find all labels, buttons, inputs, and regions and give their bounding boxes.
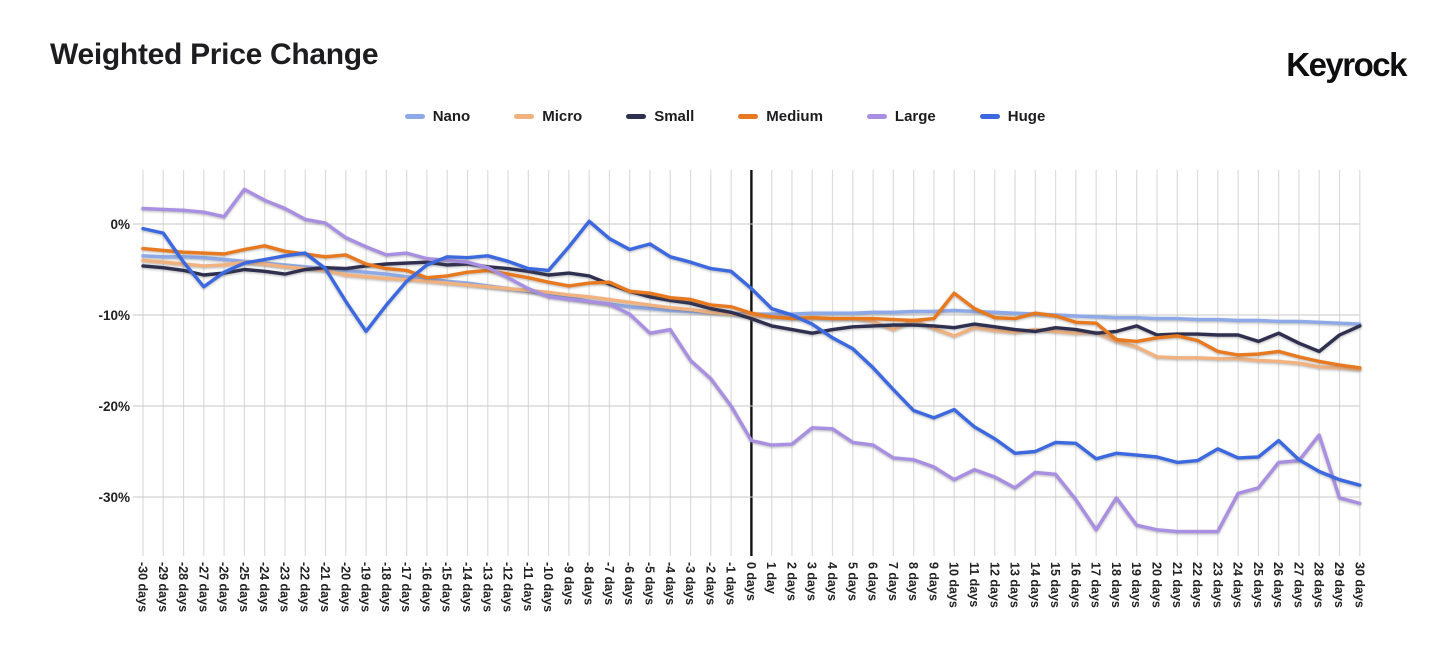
- x-tick-label: 10 days: [947, 562, 961, 608]
- x-tick-label: 12 days: [987, 562, 1001, 608]
- x-tick-label: -28 days: [176, 562, 190, 612]
- x-tick-label: -19 days: [359, 562, 373, 612]
- chart-legend: Nano Micro Small Medium Large Huge: [0, 108, 1450, 125]
- x-tick-label: 19 days: [1129, 562, 1143, 608]
- x-tick-label: -13 days: [480, 562, 494, 612]
- x-tick-label: 25 days: [1251, 562, 1265, 608]
- legend-label-small: Small: [654, 108, 695, 125]
- x-tick-label: -3 days: [683, 562, 697, 605]
- legend-swatch-large: [866, 114, 887, 119]
- x-tick-label: 16 days: [1068, 562, 1082, 608]
- legend-item-micro[interactable]: Micro: [514, 108, 582, 125]
- legend-label-nano: Nano: [432, 108, 471, 125]
- x-tick-label: -30 days: [136, 562, 150, 612]
- y-tick-label: -30%: [98, 490, 130, 505]
- series-line-large: [141, 187, 1362, 534]
- x-tick-label: -21 days: [318, 562, 332, 612]
- y-tick-label: -20%: [98, 399, 130, 414]
- series-line-small: [141, 260, 1362, 354]
- legend-swatch-small: [626, 114, 647, 119]
- x-tick-label: -24 days: [257, 562, 271, 612]
- x-tick-label: 7 days: [886, 562, 900, 601]
- x-tick-label: -1 days: [724, 562, 738, 605]
- legend-label-micro: Micro: [542, 108, 583, 125]
- x-tick-label: 3 days: [805, 562, 819, 601]
- legend-item-small[interactable]: Small: [626, 108, 694, 125]
- x-tick-label: -27 days: [196, 562, 210, 612]
- x-tick-label: -6 days: [622, 562, 636, 605]
- legend-item-large[interactable]: Large: [866, 108, 936, 125]
- x-tick-label: -16 days: [419, 562, 433, 612]
- x-tick-label: -8 days: [582, 562, 596, 605]
- x-tick-label: 11 days: [967, 562, 981, 607]
- legend-label-medium: Medium: [766, 108, 823, 125]
- x-tick-label: 15 days: [1048, 562, 1062, 608]
- x-tick-label: 29 days: [1332, 562, 1346, 608]
- x-tick-label: 20 days: [1150, 562, 1164, 608]
- series-line-medium: [141, 244, 1362, 370]
- x-tick-label: -11 days: [521, 562, 535, 611]
- x-tick-label: 23 days: [1210, 562, 1224, 608]
- x-tick-label: -20 days: [338, 562, 352, 612]
- x-tick-label: -23 days: [277, 562, 291, 612]
- x-tick-label: 0 days: [744, 562, 758, 601]
- y-tick-label: -10%: [98, 308, 130, 323]
- x-tick-label: 18 days: [1109, 562, 1123, 608]
- x-tick-label: -2 days: [703, 562, 717, 605]
- x-tick-label: 4 days: [825, 562, 839, 601]
- x-tick-label: -22 days: [298, 562, 312, 612]
- x-tick-label: 26 days: [1271, 562, 1285, 608]
- series-line-micro: [141, 258, 1362, 372]
- x-tick-label: -9 days: [561, 562, 575, 605]
- x-tick-label: 5 days: [845, 562, 859, 601]
- x-tick-label: -18 days: [379, 562, 393, 612]
- x-tick-label: -12 days: [501, 562, 515, 612]
- keyrock-logo: Keyrock: [1286, 46, 1407, 83]
- legend-swatch-micro: [514, 114, 535, 119]
- x-tick-label: 21 days: [1170, 562, 1184, 608]
- x-tick-label: 6 days: [866, 562, 880, 601]
- x-tick-label: 28 days: [1312, 562, 1326, 608]
- x-tick-label: -15 days: [440, 562, 454, 612]
- legend-swatch-huge: [979, 114, 1000, 119]
- series-line-huge: [141, 219, 1362, 487]
- x-tick-label: 22 days: [1190, 562, 1204, 608]
- x-tick-label: -14 days: [460, 562, 474, 612]
- x-tick-label: 1 day: [764, 562, 778, 594]
- x-tick-label: 8 days: [906, 562, 920, 601]
- legend-item-huge[interactable]: Huge: [979, 108, 1046, 125]
- x-tick-label: -17 days: [399, 562, 413, 612]
- x-tick-label: 17 days: [1089, 562, 1103, 608]
- x-tick-label: 9 days: [926, 562, 940, 601]
- x-tick-label: 13 days: [1008, 562, 1022, 608]
- x-tick-label: -25 days: [237, 562, 251, 612]
- x-tick-label: -29 days: [156, 562, 170, 612]
- x-tick-label: 30 days: [1352, 562, 1366, 608]
- legend-item-medium[interactable]: Medium: [738, 108, 823, 125]
- page-title: Weighted Price Change: [50, 38, 379, 71]
- x-tick-label: -7 days: [602, 562, 616, 605]
- x-tick-label: 2 days: [784, 562, 798, 601]
- legend-swatch-medium: [738, 114, 759, 119]
- legend-label-large: Large: [894, 108, 936, 125]
- y-tick-label: 0%: [110, 217, 130, 232]
- legend-item-nano[interactable]: Nano: [404, 108, 471, 125]
- x-tick-label: 27 days: [1291, 562, 1305, 608]
- x-tick-label: -10 days: [541, 562, 555, 612]
- x-tick-label: 14 days: [1028, 562, 1042, 608]
- x-tick-label: -26 days: [217, 562, 231, 612]
- x-tick-label: -4 days: [663, 562, 677, 605]
- x-tick-label: 24 days: [1231, 562, 1245, 608]
- legend-label-huge: Huge: [1007, 108, 1046, 125]
- x-tick-label: -5 days: [643, 562, 657, 605]
- legend-swatch-nano: [404, 114, 425, 119]
